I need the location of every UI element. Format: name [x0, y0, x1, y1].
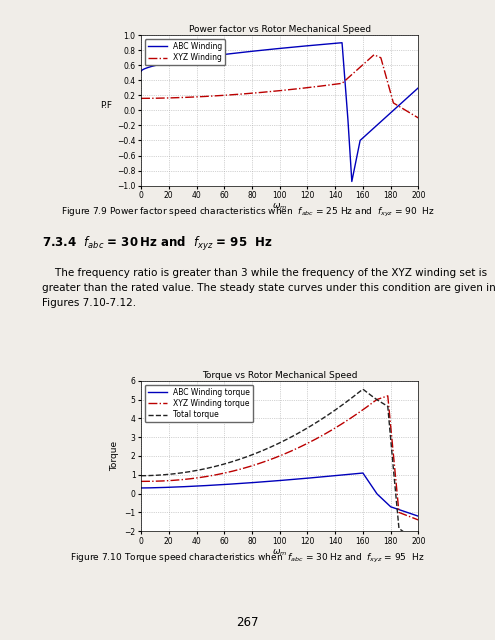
Total torque: [245, 452, 250, 460]
Y-axis label: Torque: Torque: [110, 441, 119, 471]
Total torque: [186, 468, 192, 476]
Text: 267: 267: [236, 616, 259, 628]
XYZ Winding: [380, 62, 386, 70]
Total torque: [360, 385, 366, 393]
ABC Winding: [339, 39, 345, 47]
XYZ Winding: [415, 114, 421, 122]
Y-axis label: P.F: P.F: [100, 101, 112, 111]
XYZ Winding torque: [245, 463, 250, 471]
ABC Winding torque: [360, 469, 366, 477]
Legend: ABC Winding torque, XYZ Winding torque, Total torque: ABC Winding torque, XYZ Winding torque, …: [145, 385, 253, 422]
XYZ Winding torque: [170, 477, 176, 484]
XYZ Winding torque: [186, 475, 192, 483]
XYZ Winding torque: [380, 394, 386, 401]
ABC Winding torque: [415, 512, 421, 520]
Total torque: [256, 448, 262, 456]
Total torque: [410, 535, 416, 543]
Line: XYZ Winding torque: XYZ Winding torque: [141, 396, 418, 520]
ABC Winding torque: [410, 511, 416, 518]
Line: XYZ Winding: XYZ Winding: [141, 55, 418, 118]
ABC Winding torque: [256, 478, 262, 486]
XYZ Winding torque: [256, 460, 262, 467]
XYZ Winding: [245, 90, 250, 97]
ABC Winding: [245, 48, 250, 56]
Text: greater than the rated value. The steady state curves under this condition are g: greater than the rated value. The steady…: [42, 283, 495, 293]
Title: Torque vs Rotor Mechanical Speed: Torque vs Rotor Mechanical Speed: [202, 371, 357, 380]
XYZ Winding: [138, 95, 144, 102]
ABC Winding: [410, 89, 416, 97]
XYZ Winding torque: [385, 392, 391, 400]
XYZ Winding torque: [415, 516, 421, 524]
Text: 7.3.4  $f_{abc}$ = 30 Hz and  $f_{xyz}$ = 95  Hz: 7.3.4 $f_{abc}$ = 30 Hz and $f_{xyz}$ = …: [42, 236, 273, 253]
X-axis label: $\omega_m$: $\omega_m$: [272, 547, 287, 557]
ABC Winding: [186, 55, 192, 63]
ABC Winding torque: [186, 483, 192, 490]
Legend: ABC Winding, XYZ Winding: ABC Winding, XYZ Winding: [145, 39, 225, 65]
XYZ Winding torque: [138, 477, 144, 485]
ABC Winding torque: [380, 496, 386, 504]
XYZ Winding: [170, 94, 176, 102]
XYZ Winding: [256, 89, 262, 97]
ABC Winding: [415, 84, 421, 92]
ABC Winding: [256, 47, 262, 54]
ABC Winding torque: [138, 484, 144, 492]
Text: Figure 7.9 Power factor speed characteristics when  $f_{abc}$ = 25 Hz and  $f_{x: Figure 7.9 Power factor speed characteri…: [60, 206, 435, 219]
Title: Power factor vs Rotor Mechanical Speed: Power factor vs Rotor Mechanical Speed: [189, 26, 371, 35]
XYZ Winding: [371, 51, 377, 59]
Total torque: [415, 539, 421, 547]
Line: Total torque: Total torque: [141, 389, 418, 543]
Text: Figure 7.10 Torque speed characteristics when  $f_{abc}$ = 30 Hz and  $f_{xyz}$ : Figure 7.10 Torque speed characteristics…: [70, 552, 425, 564]
ABC Winding: [380, 116, 386, 124]
Total torque: [380, 399, 386, 407]
Text: The frequency ratio is greater than 3 while the frequency of the XYZ winding set: The frequency ratio is greater than 3 wh…: [42, 268, 487, 278]
Total torque: [138, 472, 144, 479]
XYZ Winding: [410, 111, 416, 118]
Text: Figures 7.10-7.12.: Figures 7.10-7.12.: [42, 298, 136, 308]
Total torque: [170, 470, 176, 478]
Line: ABC Winding torque: ABC Winding torque: [141, 473, 418, 516]
ABC Winding: [170, 58, 176, 66]
ABC Winding: [138, 67, 144, 75]
X-axis label: $\omega_m$: $\omega_m$: [272, 202, 287, 212]
ABC Winding: [349, 178, 355, 186]
XYZ Winding: [186, 93, 192, 101]
ABC Winding torque: [245, 479, 250, 487]
ABC Winding torque: [170, 483, 176, 491]
Line: ABC Winding: ABC Winding: [141, 43, 418, 182]
XYZ Winding torque: [410, 514, 416, 522]
